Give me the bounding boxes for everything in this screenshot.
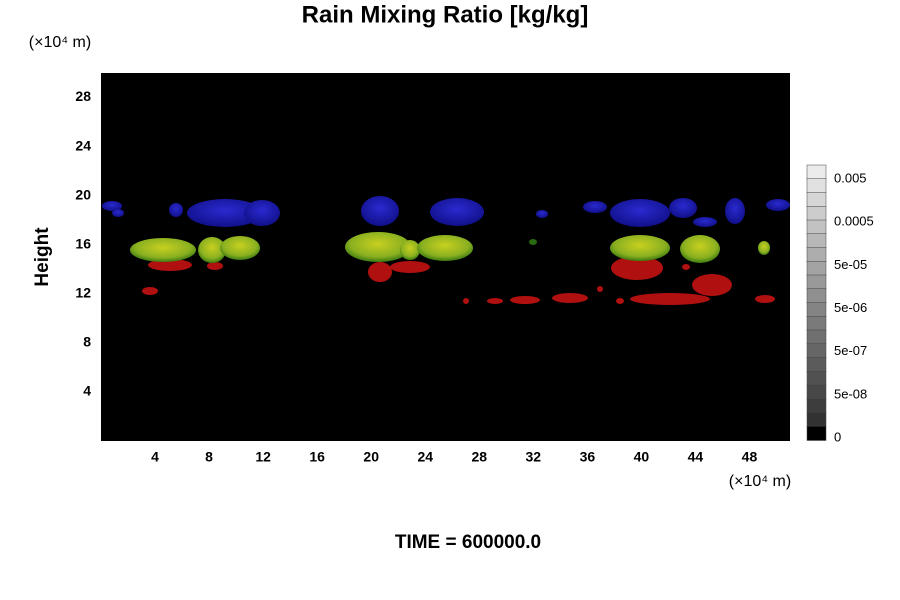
colorbar-band <box>806 219 827 235</box>
field-blob <box>417 235 473 261</box>
field-blob <box>597 286 603 292</box>
field-blob <box>616 298 624 304</box>
y-tick-label: 12 <box>75 285 91 301</box>
field-blob <box>112 209 124 217</box>
field-blob <box>755 295 775 303</box>
x-tick-label: 8 <box>205 449 213 465</box>
field-blob <box>220 236 260 260</box>
colorbar-band <box>806 192 827 207</box>
y-unit: (×10⁴ m) <box>29 34 91 51</box>
y-tick-label: 24 <box>75 137 91 153</box>
field-blob <box>693 217 717 227</box>
field-blob <box>130 238 196 262</box>
field-blob <box>430 198 484 226</box>
field-blob <box>758 241 770 255</box>
colorbar-label: 0.005 <box>834 170 867 185</box>
colorbar-band <box>806 302 827 317</box>
colorbar-band <box>806 261 827 276</box>
colorbar-label: 5e-08 <box>834 386 867 401</box>
colorbar-label: 5e-06 <box>834 300 867 315</box>
field-blob <box>148 259 192 271</box>
x-tick-label: 40 <box>634 449 650 465</box>
y-tick-label: 4 <box>83 383 91 399</box>
x-tick-label: 44 <box>688 449 704 465</box>
colorbar-band <box>806 329 827 345</box>
colorbar-band <box>806 233 827 249</box>
colorbar-band <box>806 343 827 359</box>
colorbar-band <box>806 247 827 262</box>
chart-title: Rain Mixing Ratio [kg/kg] <box>302 1 589 28</box>
field-blob <box>463 298 469 304</box>
y-tick-label: 8 <box>83 334 91 350</box>
field-blob <box>610 235 670 261</box>
field-blob <box>487 298 503 304</box>
y-label: Height <box>32 227 53 287</box>
colorbar-band <box>806 206 827 221</box>
x-tick-label: 16 <box>309 449 325 465</box>
field-blob <box>529 239 537 245</box>
field-blob <box>198 237 226 263</box>
field-blob <box>766 199 790 211</box>
x-unit: (×10⁴ m) <box>729 473 791 490</box>
colorbar-band <box>806 164 827 180</box>
x-tick-label: 28 <box>471 449 487 465</box>
field-blob <box>692 274 732 296</box>
colorbar-label: 0.0005 <box>834 214 874 229</box>
field-blob <box>142 287 158 295</box>
field-blob <box>244 200 280 226</box>
colorbar: 0.005 0.0005 5e-05 5e-06 5e-07 5e-08 0 <box>806 164 874 444</box>
field-blob <box>610 199 670 227</box>
time-label: TIME = 600000.0 <box>395 532 541 553</box>
colorbar-band <box>806 398 827 414</box>
field-blob <box>368 262 392 282</box>
x-tick-label: 32 <box>526 449 542 465</box>
field-blob <box>361 196 399 226</box>
colorbar-band <box>806 288 827 304</box>
field-blob <box>682 264 690 270</box>
field-blob <box>187 199 263 227</box>
field-blob <box>669 198 697 218</box>
field-blob <box>611 256 663 280</box>
field-blob <box>630 293 710 305</box>
x-tick-label: 20 <box>363 449 379 465</box>
field-blob <box>536 210 548 218</box>
x-tick-label: 4 <box>151 449 159 465</box>
colorbar-band <box>806 371 827 386</box>
x-tick-label: 48 <box>742 449 758 465</box>
colorbar-label: 0 <box>834 429 841 444</box>
colorbar-band <box>806 178 827 194</box>
field <box>102 196 790 305</box>
x-tick-label: 12 <box>255 449 271 465</box>
field-blob <box>102 201 122 211</box>
field-blob <box>400 240 420 260</box>
field-blob <box>345 232 411 262</box>
colorbar-label: 5e-07 <box>834 343 867 358</box>
field-blob <box>583 201 607 213</box>
y-tick-label: 20 <box>75 186 91 202</box>
field-blob <box>169 203 183 217</box>
colorbar-label: 5e-05 <box>834 257 867 272</box>
field-blob <box>552 293 588 303</box>
field-blob <box>510 296 540 304</box>
colorbar-band <box>806 426 827 441</box>
x-tick-label: 24 <box>417 449 433 465</box>
colorbar-band <box>806 357 827 372</box>
y-tick-label: 16 <box>75 235 91 251</box>
field-blob <box>725 198 745 224</box>
colorbar-band <box>806 274 827 290</box>
colorbar-band <box>806 412 827 427</box>
x-tick-label: 36 <box>580 449 596 465</box>
colorbar-band <box>806 384 827 400</box>
field-blob <box>207 262 223 270</box>
field-blob <box>680 235 720 263</box>
y-tick-label: 28 <box>75 88 91 104</box>
colorbar-band <box>806 316 827 331</box>
field-blob <box>390 261 430 273</box>
